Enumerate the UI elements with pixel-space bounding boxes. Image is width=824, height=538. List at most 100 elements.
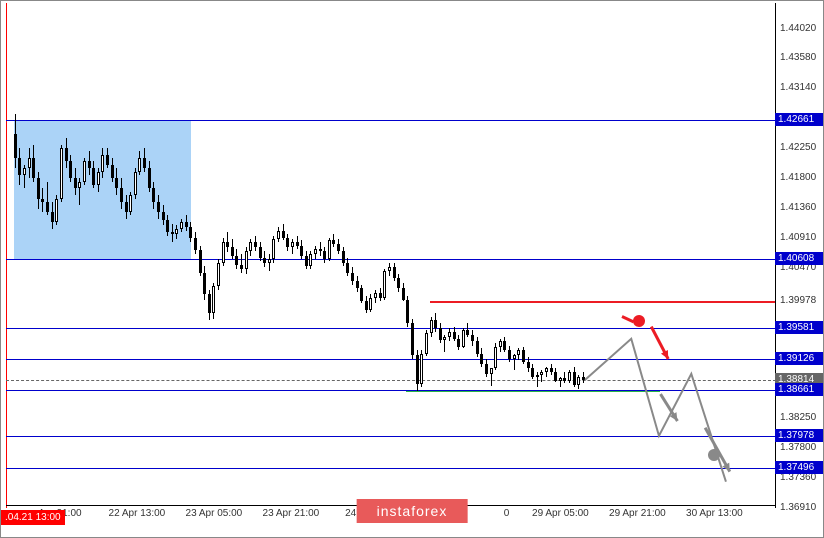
horizontal-level-line (6, 259, 776, 260)
price-level-label: 1.39581 (775, 321, 823, 334)
candle (425, 330, 428, 356)
candle (536, 372, 539, 387)
candle (365, 296, 368, 313)
candle (245, 247, 248, 274)
candle (55, 195, 58, 225)
candle (420, 350, 423, 387)
candle (554, 368, 557, 381)
candle (346, 258, 349, 276)
candle (406, 296, 409, 326)
candle (332, 234, 335, 247)
candle (282, 224, 285, 240)
y-tick-label: 1.39978 (780, 295, 816, 306)
candle (134, 168, 137, 198)
candle (14, 114, 17, 168)
candle (101, 148, 104, 178)
candle (235, 249, 238, 269)
candle (466, 323, 469, 336)
candle (157, 195, 160, 219)
candle (319, 242, 322, 255)
candle (314, 246, 317, 259)
price-level-label: 1.39126 (775, 352, 823, 365)
candle (499, 339, 502, 352)
y-tick-label: 1.41800 (780, 172, 816, 183)
candle (291, 239, 294, 254)
candle (277, 227, 280, 243)
candle (259, 242, 262, 260)
candle (92, 161, 95, 188)
candle (559, 377, 562, 388)
horizontal-level-line (6, 359, 776, 360)
watermark: instaforex (357, 499, 468, 523)
price-level-label: 1.40608 (775, 252, 823, 265)
candle (508, 346, 511, 362)
candle (439, 323, 442, 343)
candle (328, 238, 331, 261)
candle (411, 319, 414, 359)
candle (527, 357, 530, 373)
candle (573, 367, 576, 387)
candle (563, 372, 566, 383)
candle (185, 215, 188, 231)
candle (453, 327, 456, 342)
candle (189, 222, 192, 242)
candle (443, 335, 446, 353)
y-tick-label: 1.44020 (780, 23, 816, 34)
candle (212, 283, 215, 319)
candle (83, 158, 86, 185)
candle (480, 348, 483, 367)
y-tick-label: 1.41360 (780, 202, 816, 213)
candle (203, 266, 206, 300)
candle (249, 239, 252, 256)
candle (166, 215, 169, 235)
x-tick-label: 23 Apr 21:00 (263, 508, 320, 519)
candle (374, 290, 377, 303)
candle (550, 364, 553, 375)
x-tick-label: 30 Apr 13:00 (686, 508, 743, 519)
horizontal-level-line (6, 436, 776, 437)
time-badge: .04.21 13:00 (1, 510, 65, 525)
y-tick-label: 1.36910 (780, 502, 816, 513)
candle (32, 145, 35, 182)
candle (471, 330, 474, 346)
candle (448, 328, 451, 341)
candle (568, 370, 571, 383)
candle (416, 350, 419, 390)
candle (208, 290, 211, 320)
y-tick-label: 1.43140 (780, 82, 816, 93)
horizontal-level-line (6, 468, 776, 469)
y-tick-label: 1.43580 (780, 52, 816, 63)
candle (300, 240, 303, 259)
candle (217, 259, 220, 289)
candle (194, 232, 197, 254)
candle (430, 317, 433, 337)
candle (342, 247, 345, 266)
candle (379, 288, 382, 301)
candle (323, 247, 326, 263)
candle (397, 274, 400, 292)
candle (97, 168, 100, 192)
candle (65, 138, 68, 168)
candle (476, 337, 479, 357)
candle (231, 239, 234, 259)
chart-container: 1.440201.435801.431401.422501.418001.413… (0, 0, 824, 538)
candle (305, 251, 308, 269)
horizontal-level-line (6, 328, 776, 329)
candle (522, 347, 525, 364)
candle (129, 192, 132, 216)
candle (457, 335, 460, 351)
candle (263, 251, 266, 267)
x-tick-label: 29 Apr 21:00 (609, 508, 666, 519)
x-tick-label: 0 (504, 508, 510, 519)
candle (226, 232, 229, 252)
candle (545, 367, 548, 377)
price-level-label: 1.37496 (775, 461, 823, 474)
y-axis: 1.440201.435801.431401.422501.418001.413… (775, 3, 823, 508)
candle (23, 165, 26, 189)
candle (18, 148, 21, 185)
candle (540, 370, 543, 381)
plot-area[interactable] (6, 3, 776, 508)
candle (41, 188, 44, 212)
candle (383, 269, 386, 299)
candle (199, 246, 202, 276)
